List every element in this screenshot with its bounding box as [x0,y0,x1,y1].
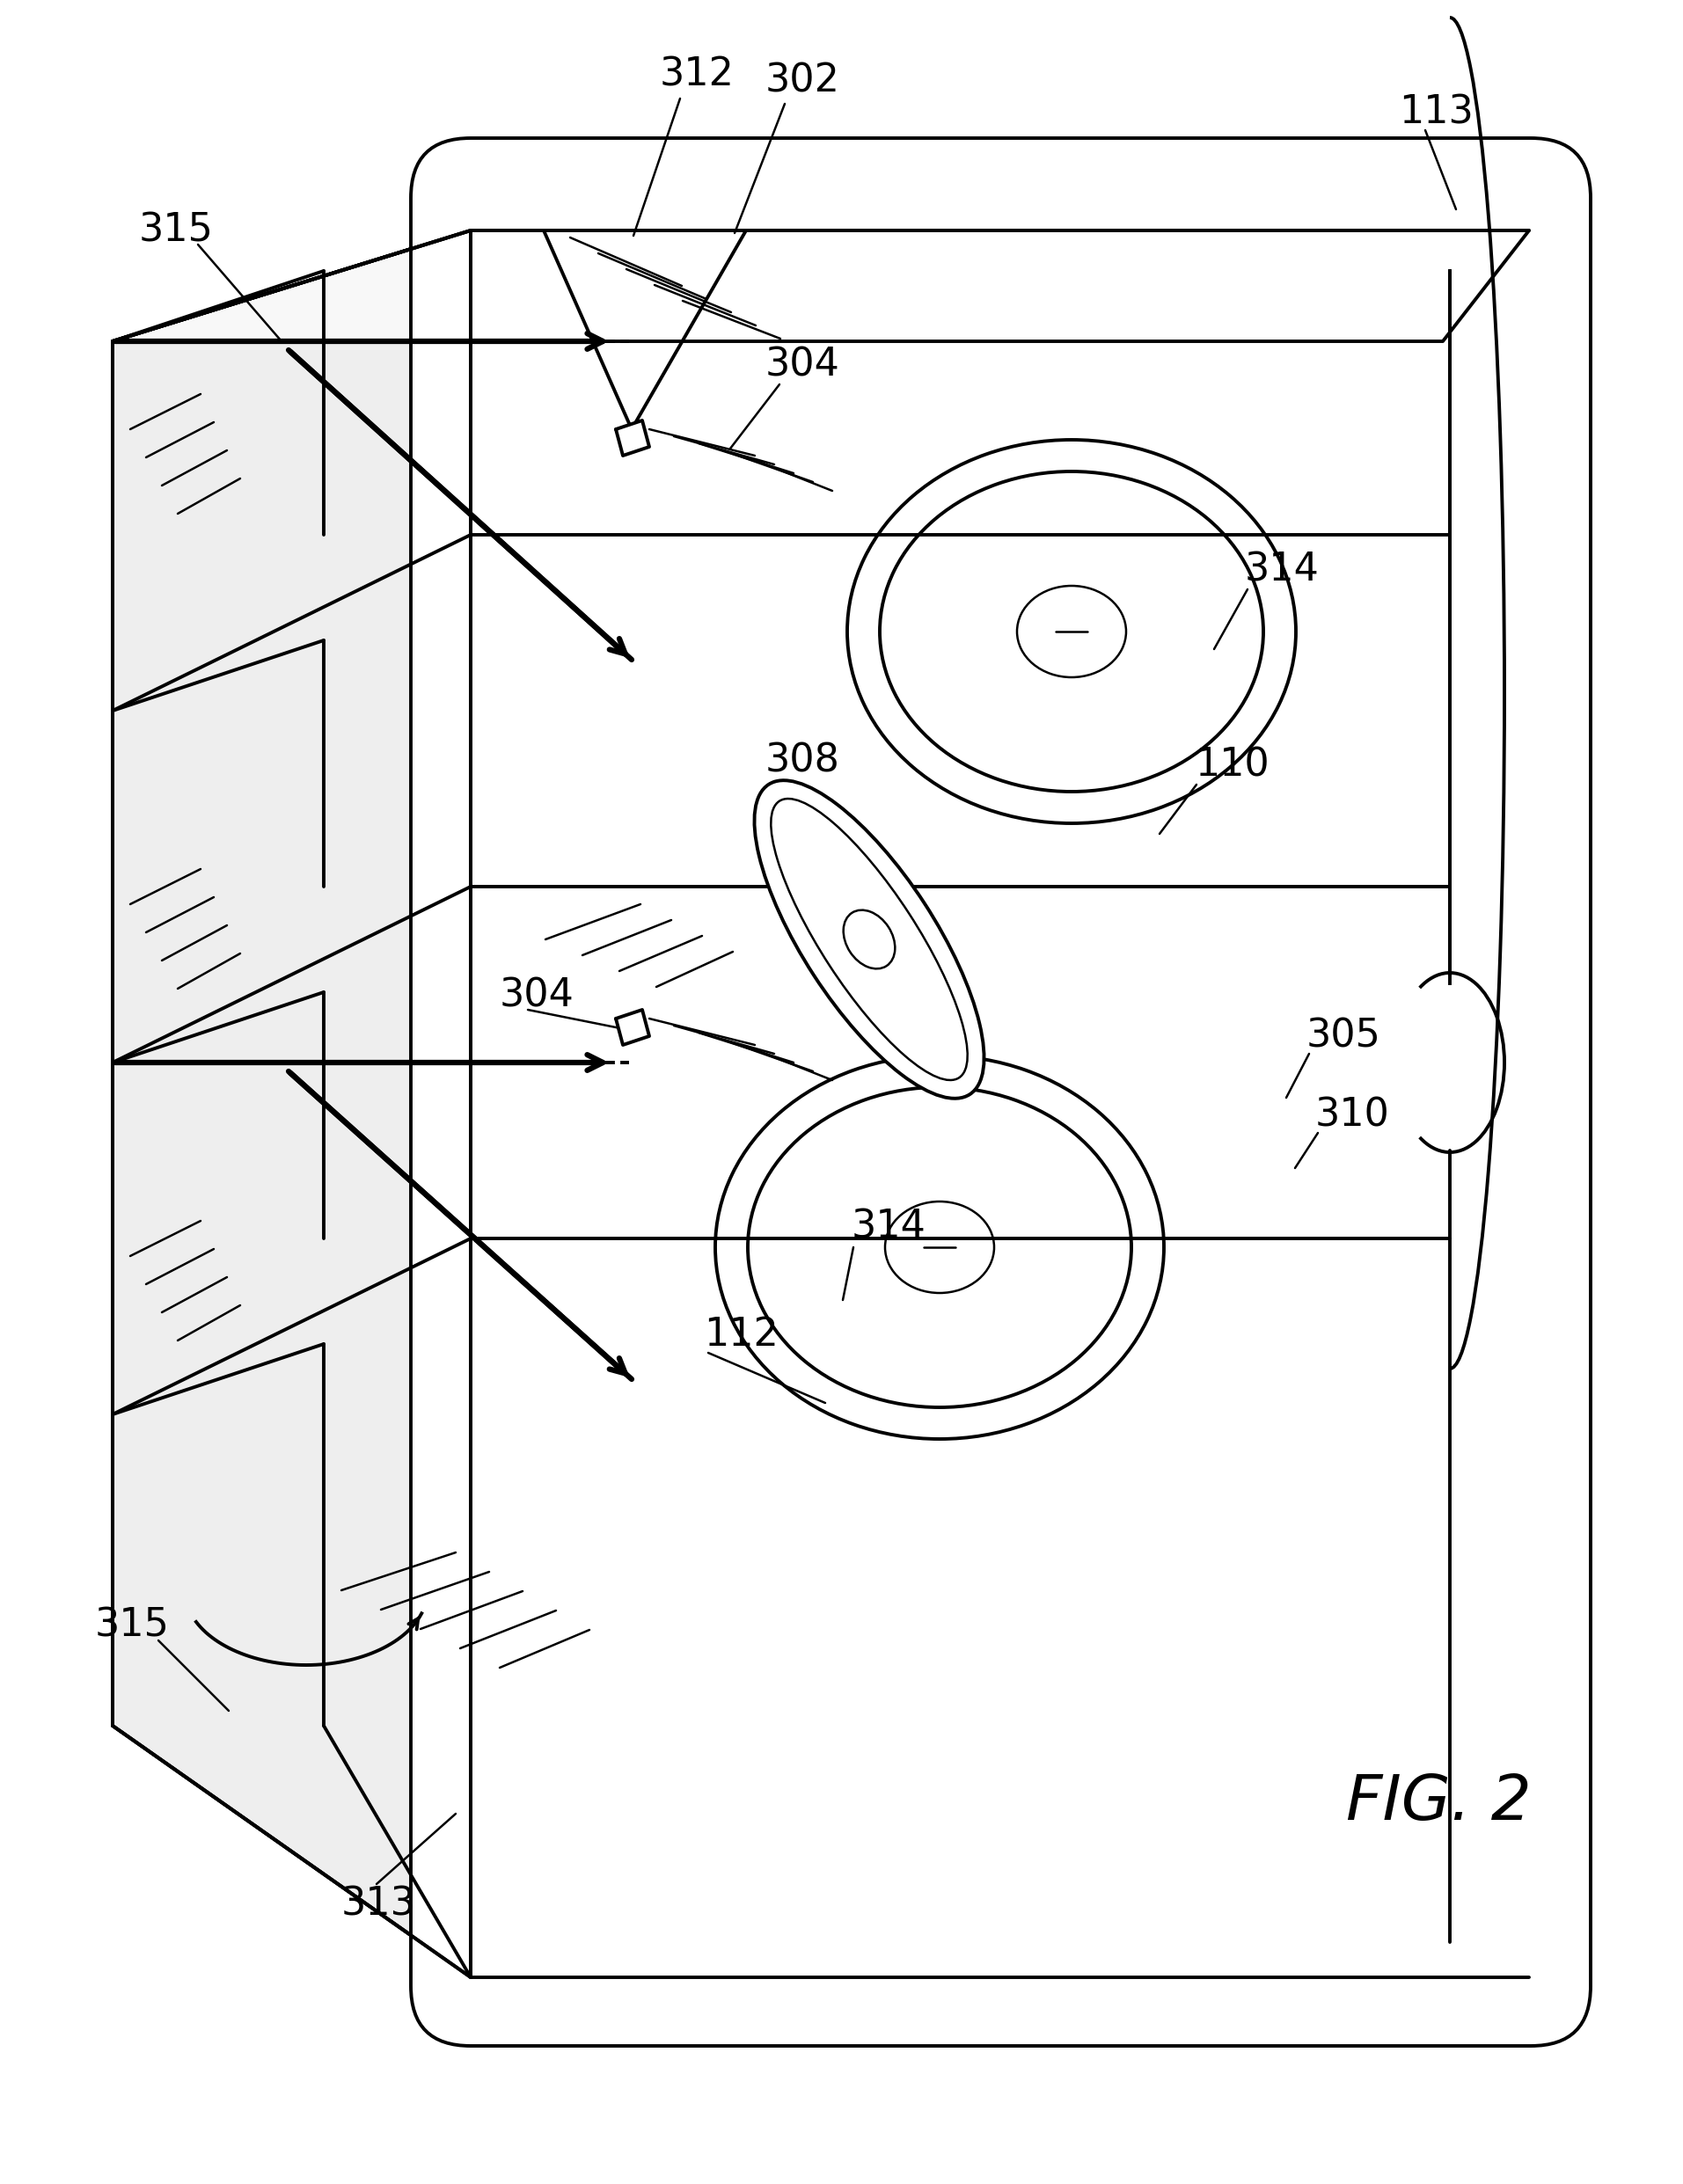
Polygon shape [113,232,471,1977]
Text: 312: 312 [660,57,734,94]
Ellipse shape [754,780,985,1099]
Text: 304: 304 [766,345,840,384]
Text: 313: 313 [342,1885,416,1924]
Text: 110: 110 [1195,747,1269,784]
Text: 305: 305 [1306,1018,1382,1055]
Text: 308: 308 [766,743,840,780]
Text: 315: 315 [94,1607,170,1645]
Text: 113: 113 [1399,94,1474,131]
Polygon shape [616,1009,650,1044]
Text: 302: 302 [766,61,840,100]
Text: 314: 314 [1245,550,1319,590]
Text: 304: 304 [500,976,574,1016]
Polygon shape [113,232,1530,341]
Text: FIG. 2: FIG. 2 [1346,1773,1532,1835]
Ellipse shape [771,799,968,1081]
Text: 314: 314 [852,1208,926,1245]
Text: 310: 310 [1314,1096,1390,1133]
Polygon shape [616,422,650,456]
Text: 112: 112 [703,1317,779,1354]
Text: 315: 315 [140,212,214,249]
Ellipse shape [843,911,895,970]
FancyBboxPatch shape [411,138,1590,2046]
